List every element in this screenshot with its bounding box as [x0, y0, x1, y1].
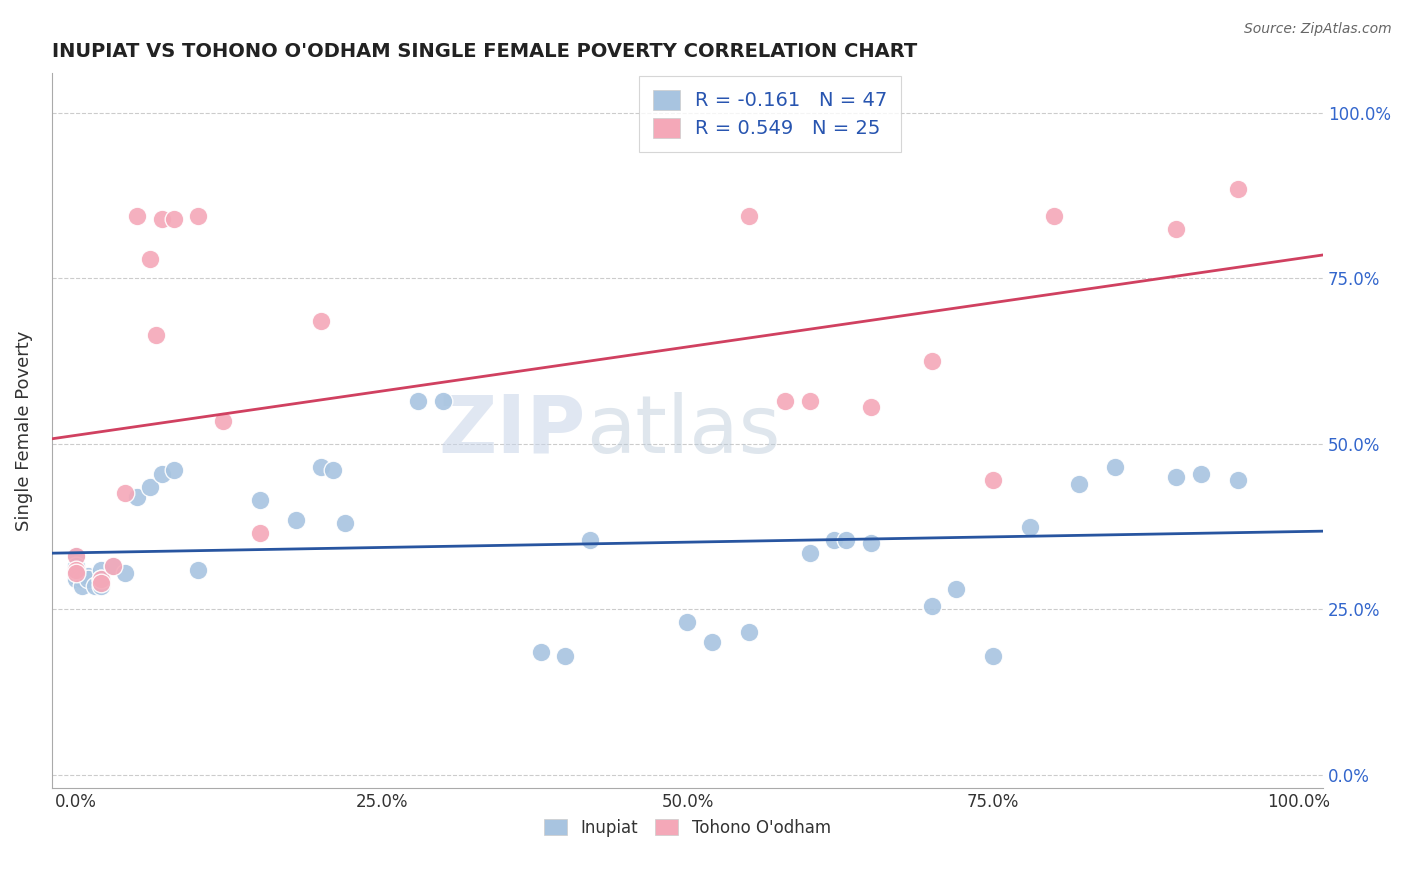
Point	[65, 566, 87, 580]
Point	[1166, 222, 1188, 236]
Text: Source: ZipAtlas.com: Source: ZipAtlas.com	[1244, 22, 1392, 37]
Point	[90, 579, 112, 593]
Point	[1043, 209, 1066, 223]
Point	[65, 549, 87, 564]
Point	[83, 579, 105, 593]
Point	[65, 569, 87, 583]
Point	[65, 566, 87, 580]
Point	[981, 648, 1004, 663]
Point	[90, 575, 112, 590]
Point	[309, 460, 332, 475]
Point	[77, 569, 100, 583]
Point	[127, 490, 149, 504]
Text: atlas: atlas	[586, 392, 780, 469]
Point	[799, 393, 821, 408]
Point	[249, 493, 271, 508]
Point	[114, 566, 136, 580]
Point	[1166, 470, 1188, 484]
Point	[212, 414, 235, 428]
Point	[187, 209, 209, 223]
Point	[823, 533, 845, 547]
Point	[65, 559, 87, 574]
Text: ZIP: ZIP	[439, 392, 586, 469]
Point	[150, 467, 173, 481]
Point	[114, 486, 136, 500]
Point	[90, 573, 112, 587]
Point	[859, 536, 882, 550]
Point	[65, 549, 87, 564]
Point	[72, 573, 94, 587]
Point	[72, 579, 94, 593]
Point	[676, 615, 699, 630]
Point	[773, 393, 796, 408]
Point	[578, 533, 600, 547]
Point	[921, 354, 943, 368]
Point	[1226, 182, 1249, 196]
Point	[737, 625, 759, 640]
Point	[859, 401, 882, 415]
Point	[187, 563, 209, 577]
Point	[127, 209, 149, 223]
Text: INUPIAT VS TOHONO O'ODHAM SINGLE FEMALE POVERTY CORRELATION CHART: INUPIAT VS TOHONO O'ODHAM SINGLE FEMALE …	[52, 42, 917, 61]
Point	[1067, 476, 1090, 491]
Point	[981, 473, 1004, 487]
Point	[322, 463, 344, 477]
Point	[530, 645, 553, 659]
Point	[163, 211, 186, 226]
Point	[101, 559, 124, 574]
Point	[90, 563, 112, 577]
Point	[432, 393, 454, 408]
Point	[1104, 460, 1126, 475]
Point	[737, 209, 759, 223]
Point	[921, 599, 943, 613]
Point	[408, 393, 430, 408]
Point	[835, 533, 858, 547]
Legend: Inupiat, Tohono O'odham: Inupiat, Tohono O'odham	[537, 813, 838, 844]
Point	[309, 314, 332, 328]
Point	[285, 513, 308, 527]
Y-axis label: Single Female Poverty: Single Female Poverty	[15, 330, 32, 531]
Point	[138, 480, 160, 494]
Point	[554, 648, 576, 663]
Point	[333, 516, 356, 531]
Point	[90, 573, 112, 587]
Point	[77, 573, 100, 587]
Point	[700, 635, 723, 649]
Point	[65, 573, 87, 587]
Point	[249, 526, 271, 541]
Point	[145, 327, 167, 342]
Point	[1018, 519, 1040, 533]
Point	[150, 211, 173, 226]
Point	[945, 582, 967, 597]
Point	[163, 463, 186, 477]
Point	[1189, 467, 1212, 481]
Point	[101, 559, 124, 574]
Point	[1226, 473, 1249, 487]
Point	[799, 546, 821, 560]
Point	[138, 252, 160, 266]
Point	[65, 563, 87, 577]
Point	[72, 569, 94, 583]
